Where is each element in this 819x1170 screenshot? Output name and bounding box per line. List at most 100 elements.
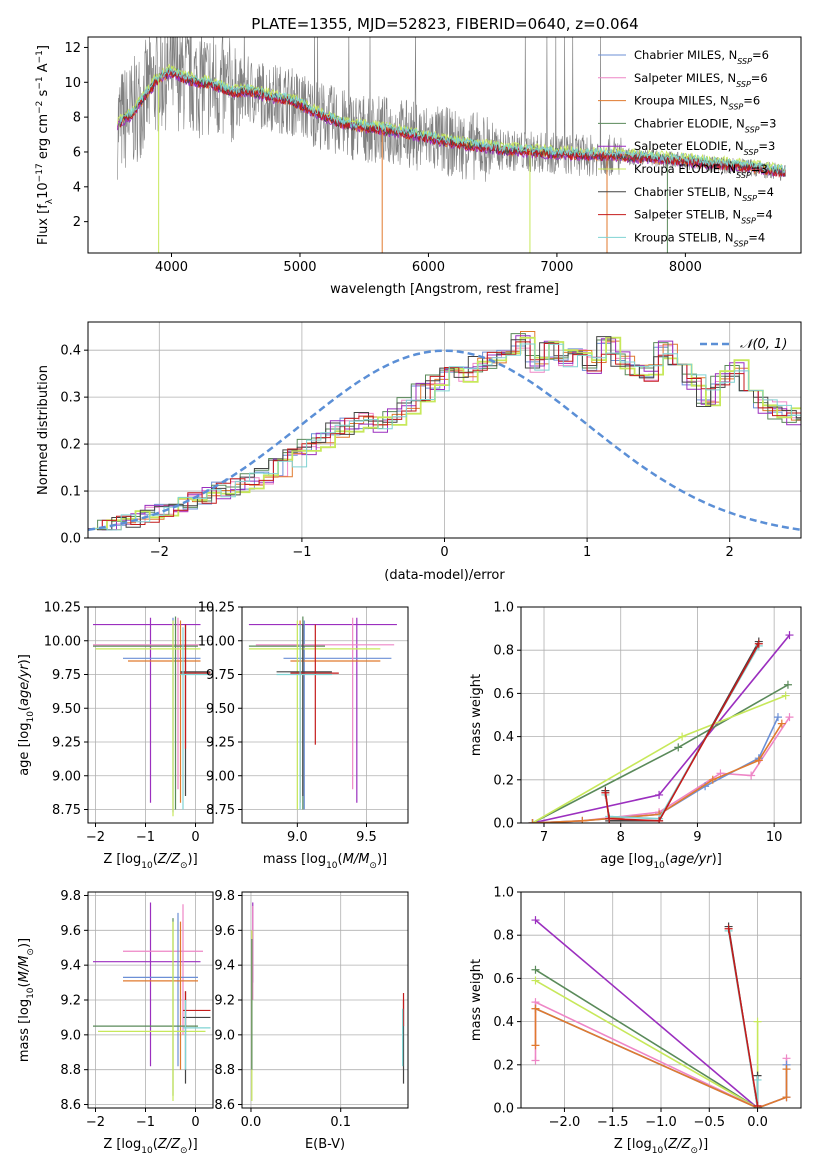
x-tick-label: 6000 bbox=[412, 260, 445, 275]
y-tick-label: 8.75 bbox=[206, 803, 235, 818]
y-tick-label: 10.25 bbox=[198, 601, 235, 616]
x-tick-label: 10 bbox=[766, 830, 783, 845]
axes-frame bbox=[87, 891, 214, 1109]
hist-chabrier-elodie bbox=[88, 333, 801, 530]
x-axis-label: wavelength [Angstrom, rest frame] bbox=[330, 282, 559, 297]
plot-area bbox=[93, 902, 211, 1102]
y-tick-label: 0.0 bbox=[493, 1102, 514, 1117]
weight-line-kroupa-elodie bbox=[535, 979, 759, 1108]
legend-label: Kroupa ELODIE, NSSP=3 bbox=[634, 162, 768, 180]
x-tick-label: 0 bbox=[191, 1115, 199, 1130]
y-tick-label: 9.2 bbox=[214, 994, 235, 1009]
hist-salpeter-stelib bbox=[88, 341, 801, 529]
x-tick-label: 0.0 bbox=[747, 1115, 768, 1130]
legend-label: Chabrier MILES, NSSP=6 bbox=[634, 48, 769, 66]
y-tick-label: 12 bbox=[64, 41, 81, 56]
y-tick-label: 9.2 bbox=[60, 994, 81, 1009]
weight-marker bbox=[773, 713, 782, 722]
y-tick-label: 9.50 bbox=[52, 702, 81, 717]
legend-label: Kroupa MILES, NSSP=6 bbox=[634, 94, 760, 112]
y-tick-label: 0.6 bbox=[493, 687, 514, 702]
x-tick-label: 0 bbox=[191, 830, 199, 845]
weight-marker bbox=[678, 732, 687, 741]
axes-frame bbox=[520, 891, 802, 1109]
y-tick-label: 0.0 bbox=[493, 817, 514, 832]
plot-area bbox=[248, 616, 397, 810]
panel-weight_vs_Z: −2.0 −1.5 −1.0 −0.5 0.0 0.0 0.2 0.4 0.6 0.8 1.0 Z [… bbox=[469, 886, 802, 1156]
weight-marker bbox=[781, 691, 790, 700]
panel-residuals: −2 −1 0 1 2 0.0 0.1 0.2 0.3 0.4 𝒩(0, 1) (data-model… bbox=[36, 321, 802, 583]
weight-marker bbox=[754, 639, 763, 648]
y-tick-label: 9.75 bbox=[206, 668, 235, 683]
x-tick-label: 0.1 bbox=[330, 1115, 351, 1130]
panel-age_vs_mass: 9.0 9.5 8.75 9.00 9.25 9.50 9.75 10.00 10.25 mass… bbox=[198, 601, 409, 871]
y-tick-label: 10.25 bbox=[44, 601, 81, 616]
weight-marker bbox=[531, 976, 540, 985]
y-tick-label: 0.2 bbox=[60, 438, 81, 453]
x-axis-label: age [log10(age/yr)] bbox=[600, 852, 722, 871]
y-tick-label: 0.1 bbox=[60, 485, 81, 500]
x-tick-label: −2.0 bbox=[549, 1115, 581, 1130]
weight-marker bbox=[531, 965, 540, 974]
x-tick-label: 8 bbox=[617, 830, 625, 845]
x-tick-label: 2 bbox=[726, 545, 734, 560]
spectrum-model-salpeter-stelib bbox=[119, 70, 786, 179]
weight-marker bbox=[655, 816, 664, 823]
y-tick-label: 8.8 bbox=[214, 1063, 235, 1078]
weight-line-kroupa-miles bbox=[532, 723, 783, 823]
y-axis-label: mass weight bbox=[469, 674, 484, 756]
y-tick-label: 0.8 bbox=[493, 929, 514, 944]
y-tick-label: 4 bbox=[73, 180, 81, 195]
weight-line-salpeter-stelib bbox=[604, 643, 760, 822]
x-tick-label: −2 bbox=[86, 830, 105, 845]
y-tick-label: 0.6 bbox=[493, 972, 514, 987]
weight-marker bbox=[674, 743, 683, 752]
axes-frame bbox=[520, 606, 802, 824]
legend-label: Salpeter STELIB, NSSP=4 bbox=[634, 208, 773, 226]
x-tick-label: 9.5 bbox=[356, 830, 377, 845]
x-tick-label: −1.0 bbox=[645, 1115, 677, 1130]
y-tick-label: 2 bbox=[73, 215, 81, 230]
hist-chabrier-stelib bbox=[88, 336, 801, 531]
weight-marker bbox=[782, 1093, 791, 1102]
axes-frame bbox=[87, 321, 802, 539]
y-tick-label: 9.4 bbox=[60, 959, 81, 974]
x-tick-label: 9.0 bbox=[287, 830, 308, 845]
x-tick-label: −1 bbox=[136, 1115, 155, 1130]
normal-curve bbox=[88, 349, 801, 532]
y-tick-label: 0.2 bbox=[493, 1058, 514, 1073]
x-tick-label: 8000 bbox=[669, 260, 702, 275]
legend-label: Salpeter ELODIE, NSSP=3 bbox=[634, 139, 775, 157]
weight-marker bbox=[785, 713, 794, 722]
weight-marker bbox=[783, 680, 792, 689]
weight-line-salpeter-elodie bbox=[534, 919, 759, 1108]
y-axis-label: Normed distribution bbox=[36, 365, 51, 495]
legend-label: Kroupa STELIB, NSSP=4 bbox=[634, 230, 765, 248]
weight-marker bbox=[531, 1004, 540, 1013]
x-axis-label: E(B-V) bbox=[305, 1137, 345, 1152]
y-tick-label: 9.4 bbox=[214, 959, 235, 974]
y-tick-label: 0.0 bbox=[60, 532, 81, 547]
weight-marker bbox=[605, 814, 614, 823]
weight-marker bbox=[655, 790, 664, 799]
panel-mass_vs_EBV: 0.0 0.1 8.6 8.8 9.0 9.2 9.4 9.6 9.8 E(B-V) bbox=[214, 889, 409, 1152]
weight-line-kroupa-miles bbox=[534, 1007, 788, 1108]
weight-marker bbox=[724, 924, 733, 933]
x-axis-label: Z [log10(Z/Z⊙)] bbox=[103, 852, 197, 871]
y-axis-label: mass [log10(M/M⊙)] bbox=[17, 938, 36, 1062]
y-tick-label: 0.8 bbox=[493, 644, 514, 659]
weight-marker bbox=[531, 1041, 540, 1050]
y-tick-label: 9.25 bbox=[52, 736, 81, 751]
weight-marker bbox=[753, 1017, 762, 1026]
weight-line-chabrier-elodie bbox=[535, 969, 759, 1108]
x-tick-label: 0.0 bbox=[241, 1115, 262, 1130]
weight-marker bbox=[531, 916, 540, 925]
plot-area bbox=[251, 902, 405, 1102]
y-tick-label: 8 bbox=[73, 111, 81, 126]
x-tick-label: −1 bbox=[136, 830, 155, 845]
weight-marker bbox=[785, 631, 794, 640]
weight-marker bbox=[531, 1056, 540, 1065]
y-tick-label: 1.0 bbox=[493, 886, 514, 901]
weight-marker bbox=[777, 719, 786, 728]
y-tick-label: 9.0 bbox=[214, 1028, 235, 1043]
